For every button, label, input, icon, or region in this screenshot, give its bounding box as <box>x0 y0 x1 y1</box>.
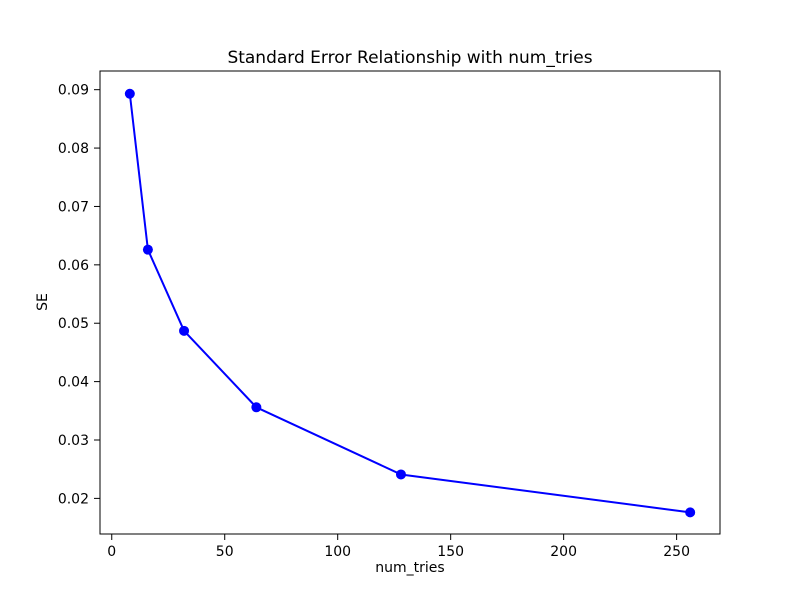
y-tick-label: 0.03 <box>58 433 89 449</box>
y-tick-label: 0.05 <box>58 316 89 332</box>
y-axis-ticks: 0.02 0.03 0.04 0.05 0.06 0.07 0.08 0.09 <box>58 83 100 507</box>
x-tick-label: 200 <box>550 544 577 560</box>
chart-title: Standard Error Relationship with num_tri… <box>227 48 592 68</box>
series-line <box>128 92 692 514</box>
data-point-marker <box>142 244 153 255</box>
x-axis-label: num_tries <box>375 560 444 576</box>
data-point-marker <box>251 402 262 413</box>
y-tick-label: 0.07 <box>58 199 89 215</box>
data-point-marker <box>124 88 135 99</box>
data-point-marker <box>179 325 190 336</box>
x-tick-label: 0 <box>107 544 116 560</box>
y-tick-label: 0.02 <box>58 491 89 507</box>
data-point-marker <box>395 469 406 480</box>
x-tick-label: 250 <box>663 544 690 560</box>
x-axis-ticks: 0 50 100 150 200 250 <box>107 534 690 560</box>
data-series <box>124 88 696 518</box>
plot-area-border <box>99 70 721 535</box>
y-tick-label: 0.04 <box>58 375 89 391</box>
y-tick-label: 0.06 <box>58 258 89 274</box>
y-tick-label: 0.08 <box>58 141 89 157</box>
data-point-marker <box>685 507 696 518</box>
x-tick-label: 100 <box>324 544 351 560</box>
y-tick-label: 0.09 <box>58 83 89 99</box>
x-tick-label: 150 <box>437 544 464 560</box>
y-axis-label: SE <box>35 293 51 311</box>
x-tick-label: 50 <box>216 544 234 560</box>
